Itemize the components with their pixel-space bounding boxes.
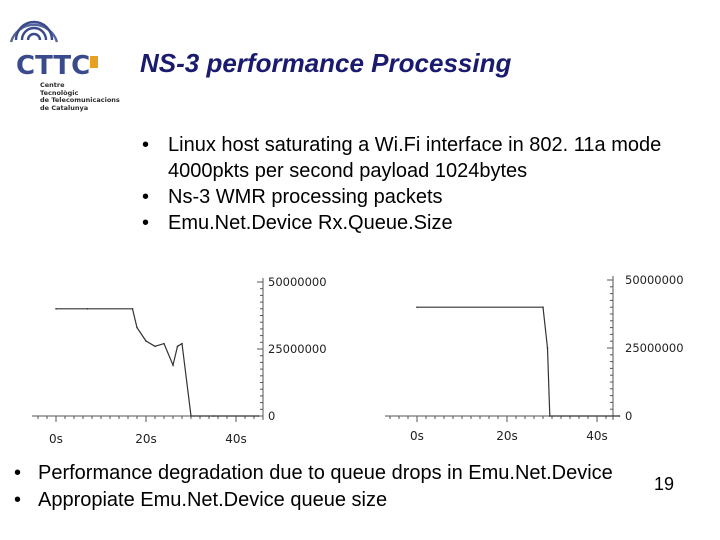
x-tick-label: 20s — [496, 429, 518, 443]
data-point — [548, 415, 551, 417]
bullet-dot: • — [14, 489, 22, 511]
queue-chart-left: 50000000 25000000 0 0s 20s 40s — [32, 275, 327, 446]
data-point — [163, 342, 165, 345]
x-tick-label: 40s — [586, 429, 608, 443]
y-tick-label: 25000000 — [625, 341, 684, 355]
x-tick-label: 0s — [410, 429, 424, 443]
data-point — [416, 306, 418, 308]
data-point — [542, 306, 544, 308]
bullet-dot: • — [142, 186, 150, 208]
logo-wordmark: CTTC — [16, 51, 90, 81]
data-point — [86, 308, 89, 310]
series-line — [417, 306, 620, 417]
bullet-dot: • — [142, 212, 150, 234]
series-line — [56, 308, 259, 417]
wifi-arcs-icon: CTTC — [9, 20, 98, 81]
bullet-list-top: • Linux host saturating a Wi.Fi interface… — [140, 132, 715, 236]
page-number: 19 — [654, 474, 675, 494]
y-tick-label: 50000000 — [625, 273, 684, 287]
bullet-dot: • — [142, 134, 150, 156]
bullet-item: • Emu.Net.Device Rx.Queue.Size — [142, 212, 453, 234]
data-point — [546, 347, 549, 349]
data-point — [212, 415, 215, 417]
data-point — [181, 342, 183, 345]
bullet-dot: • — [14, 462, 22, 484]
data-point — [176, 345, 179, 348]
bullet-item: • Appropiate Emu.Net.Device queue size — [12, 487, 717, 514]
y-tick-label: 25000000 — [268, 342, 327, 356]
bullet-item: • Performance degradation due to queue dr… — [12, 460, 717, 487]
data-point — [131, 308, 134, 310]
x-tick-label: 20s — [135, 432, 157, 446]
x-tick-label: 0s — [49, 432, 63, 446]
data-point — [55, 308, 57, 310]
queue-chart-right: 50000000 25000000 0 0s 20s 40s — [385, 273, 684, 443]
slide-title: NS-3 performance Processing — [140, 48, 512, 78]
data-point — [172, 364, 174, 366]
bullet-list-bottom: • Performance degradation due to queue dr… — [12, 460, 717, 514]
data-point — [145, 340, 147, 342]
data-point — [136, 326, 138, 329]
y-tick-label: 50000000 — [268, 275, 327, 289]
logo-caption: Centre Tecnològic de Telecomunicacions d… — [40, 81, 120, 112]
data-point — [190, 415, 192, 417]
bullet-item: • Linux host saturating a Wi.Fi interface… — [142, 134, 662, 182]
x-tick-label: 40s — [225, 432, 247, 446]
bullet-item: • Ns-3 WMR processing packets — [142, 186, 443, 208]
y-tick-label: 0 — [268, 409, 275, 423]
cttc-logo: CTTC — [9, 18, 130, 118]
y-tick-label: 0 — [625, 409, 632, 423]
data-point — [618, 415, 621, 417]
data-point — [154, 345, 156, 348]
data-point — [257, 415, 260, 417]
